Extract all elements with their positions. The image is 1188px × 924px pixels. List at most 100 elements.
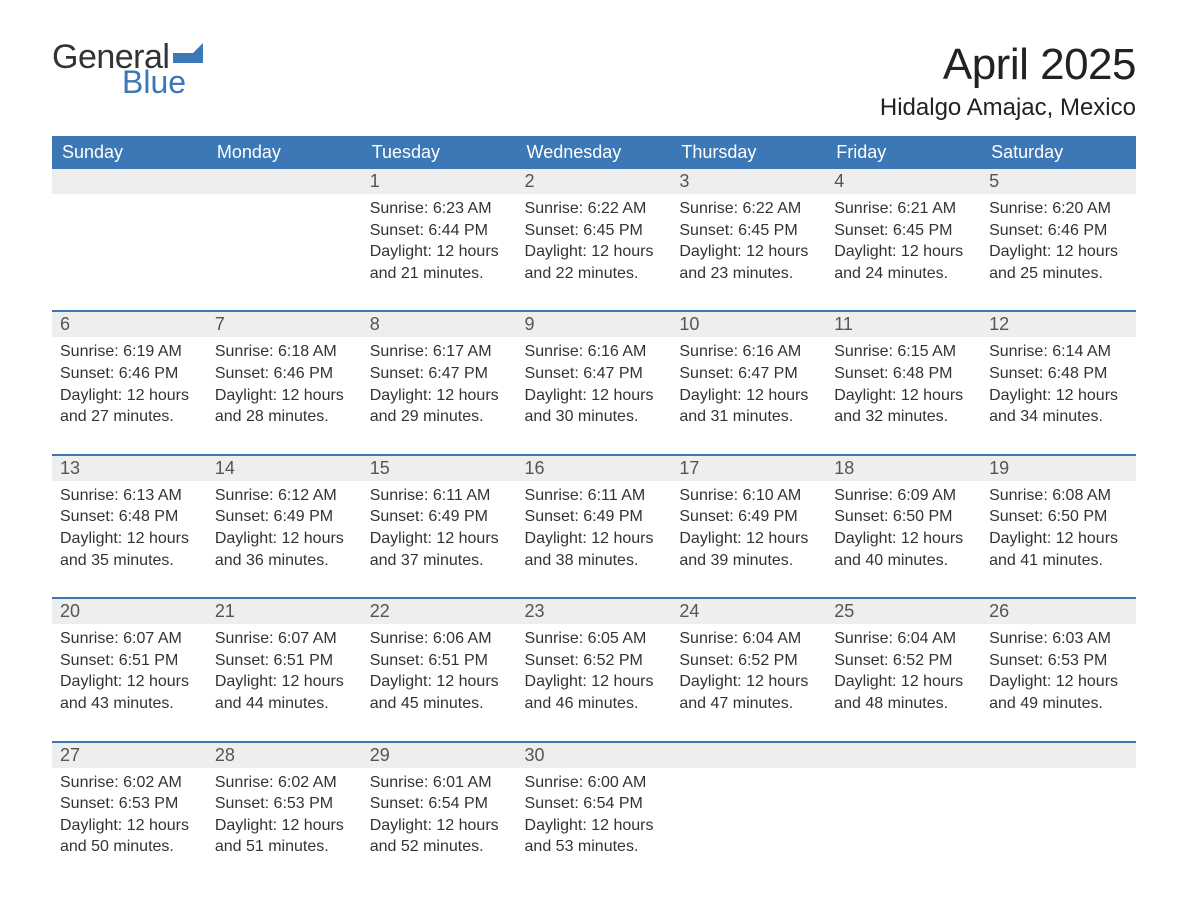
day-number-cell: 16	[517, 455, 672, 481]
day-number: 18	[834, 458, 854, 478]
sunrise-text: Sunrise: 6:21 AM	[834, 198, 973, 220]
sunset-text: Sunset: 6:48 PM	[989, 363, 1128, 385]
day-number-cell: 9	[517, 311, 672, 337]
day-number: 2	[525, 171, 535, 191]
dl2-text: and 39 minutes.	[679, 550, 818, 572]
day-number: 26	[989, 601, 1009, 621]
day-number-cell: 11	[826, 311, 981, 337]
sunset-text: Sunset: 6:54 PM	[370, 793, 509, 815]
weekday-header: Friday	[826, 136, 981, 169]
day-cell: Sunrise: 6:02 AMSunset: 6:53 PMDaylight:…	[52, 768, 207, 884]
sunrise-text: Sunrise: 6:15 AM	[834, 341, 973, 363]
sunrise-text: Sunrise: 6:11 AM	[370, 485, 509, 507]
day-cell: Sunrise: 6:04 AMSunset: 6:52 PMDaylight:…	[671, 624, 826, 741]
sunset-text: Sunset: 6:49 PM	[525, 506, 664, 528]
sunset-text: Sunset: 6:54 PM	[525, 793, 664, 815]
dl1-text: Daylight: 12 hours	[989, 671, 1128, 693]
sunrise-text: Sunrise: 6:16 AM	[679, 341, 818, 363]
title-block: April 2025 Hidalgo Amajac, Mexico	[880, 40, 1136, 122]
sunrise-text: Sunrise: 6:22 AM	[679, 198, 818, 220]
sunrise-text: Sunrise: 6:17 AM	[370, 341, 509, 363]
day-number-cell: 18	[826, 455, 981, 481]
dl2-text: and 25 minutes.	[989, 263, 1128, 285]
day-number-cell	[981, 742, 1136, 768]
dl2-text: and 22 minutes.	[525, 263, 664, 285]
calendar-page: General Blue April 2025 Hidalgo Amajac, …	[0, 0, 1188, 924]
daynum-row: 27282930	[52, 742, 1136, 768]
dl1-text: Daylight: 12 hours	[215, 815, 354, 837]
sunset-text: Sunset: 6:51 PM	[60, 650, 199, 672]
dl2-text: and 44 minutes.	[215, 693, 354, 715]
day-cell: Sunrise: 6:14 AMSunset: 6:48 PMDaylight:…	[981, 337, 1136, 454]
dl2-text: and 32 minutes.	[834, 406, 973, 428]
sunrise-text: Sunrise: 6:04 AM	[834, 628, 973, 650]
sunrise-text: Sunrise: 6:19 AM	[60, 341, 199, 363]
day-number: 7	[215, 314, 225, 334]
dl2-text: and 40 minutes.	[834, 550, 973, 572]
day-number-cell: 19	[981, 455, 1136, 481]
day-cell: Sunrise: 6:20 AMSunset: 6:46 PMDaylight:…	[981, 194, 1136, 311]
sunrise-text: Sunrise: 6:01 AM	[370, 772, 509, 794]
dl1-text: Daylight: 12 hours	[834, 671, 973, 693]
sunrise-text: Sunrise: 6:10 AM	[679, 485, 818, 507]
day-number: 23	[525, 601, 545, 621]
day-cell: Sunrise: 6:02 AMSunset: 6:53 PMDaylight:…	[207, 768, 362, 884]
sunrise-text: Sunrise: 6:07 AM	[60, 628, 199, 650]
sunrise-text: Sunrise: 6:08 AM	[989, 485, 1128, 507]
sunset-text: Sunset: 6:50 PM	[834, 506, 973, 528]
day-number-cell: 10	[671, 311, 826, 337]
dl2-text: and 28 minutes.	[215, 406, 354, 428]
day-number: 12	[989, 314, 1009, 334]
day-number: 6	[60, 314, 70, 334]
sunset-text: Sunset: 6:48 PM	[834, 363, 973, 385]
day-cell: Sunrise: 6:06 AMSunset: 6:51 PMDaylight:…	[362, 624, 517, 741]
weekday-header: Tuesday	[362, 136, 517, 169]
dl1-text: Daylight: 12 hours	[215, 528, 354, 550]
day-number-cell: 6	[52, 311, 207, 337]
day-number-cell: 23	[517, 598, 672, 624]
dl1-text: Daylight: 12 hours	[679, 385, 818, 407]
day-number-cell: 4	[826, 169, 981, 194]
sunrise-text: Sunrise: 6:14 AM	[989, 341, 1128, 363]
day-number-cell	[826, 742, 981, 768]
dl2-text: and 49 minutes.	[989, 693, 1128, 715]
day-cell: Sunrise: 6:18 AMSunset: 6:46 PMDaylight:…	[207, 337, 362, 454]
sunset-text: Sunset: 6:52 PM	[834, 650, 973, 672]
day-number: 8	[370, 314, 380, 334]
sunset-text: Sunset: 6:47 PM	[370, 363, 509, 385]
dl1-text: Daylight: 12 hours	[525, 528, 664, 550]
day-cell: Sunrise: 6:16 AMSunset: 6:47 PMDaylight:…	[671, 337, 826, 454]
dl1-text: Daylight: 12 hours	[370, 385, 509, 407]
dl1-text: Daylight: 12 hours	[215, 671, 354, 693]
day-number: 15	[370, 458, 390, 478]
day-number-cell: 12	[981, 311, 1136, 337]
dl1-text: Daylight: 12 hours	[834, 241, 973, 263]
dl1-text: Daylight: 12 hours	[679, 528, 818, 550]
day-cell	[207, 194, 362, 311]
day-number-cell	[671, 742, 826, 768]
day-cell	[826, 768, 981, 884]
day-number-cell: 20	[52, 598, 207, 624]
dl2-text: and 35 minutes.	[60, 550, 199, 572]
day-cell: Sunrise: 6:01 AMSunset: 6:54 PMDaylight:…	[362, 768, 517, 884]
day-number: 5	[989, 171, 999, 191]
day-number-cell: 25	[826, 598, 981, 624]
dl2-text: and 31 minutes.	[679, 406, 818, 428]
day-cell: Sunrise: 6:23 AMSunset: 6:44 PMDaylight:…	[362, 194, 517, 311]
day-cell: Sunrise: 6:11 AMSunset: 6:49 PMDaylight:…	[362, 481, 517, 598]
sunrise-text: Sunrise: 6:18 AM	[215, 341, 354, 363]
dl2-text: and 51 minutes.	[215, 836, 354, 858]
dl2-text: and 30 minutes.	[525, 406, 664, 428]
dl1-text: Daylight: 12 hours	[525, 815, 664, 837]
day-cell: Sunrise: 6:22 AMSunset: 6:45 PMDaylight:…	[517, 194, 672, 311]
day-content-row: Sunrise: 6:13 AMSunset: 6:48 PMDaylight:…	[52, 481, 1136, 598]
day-number-cell: 30	[517, 742, 672, 768]
sunset-text: Sunset: 6:50 PM	[989, 506, 1128, 528]
day-cell: Sunrise: 6:21 AMSunset: 6:45 PMDaylight:…	[826, 194, 981, 311]
day-cell: Sunrise: 6:09 AMSunset: 6:50 PMDaylight:…	[826, 481, 981, 598]
dl2-text: and 37 minutes.	[370, 550, 509, 572]
day-number-cell: 13	[52, 455, 207, 481]
dl1-text: Daylight: 12 hours	[525, 385, 664, 407]
sunset-text: Sunset: 6:51 PM	[370, 650, 509, 672]
day-number-cell: 7	[207, 311, 362, 337]
